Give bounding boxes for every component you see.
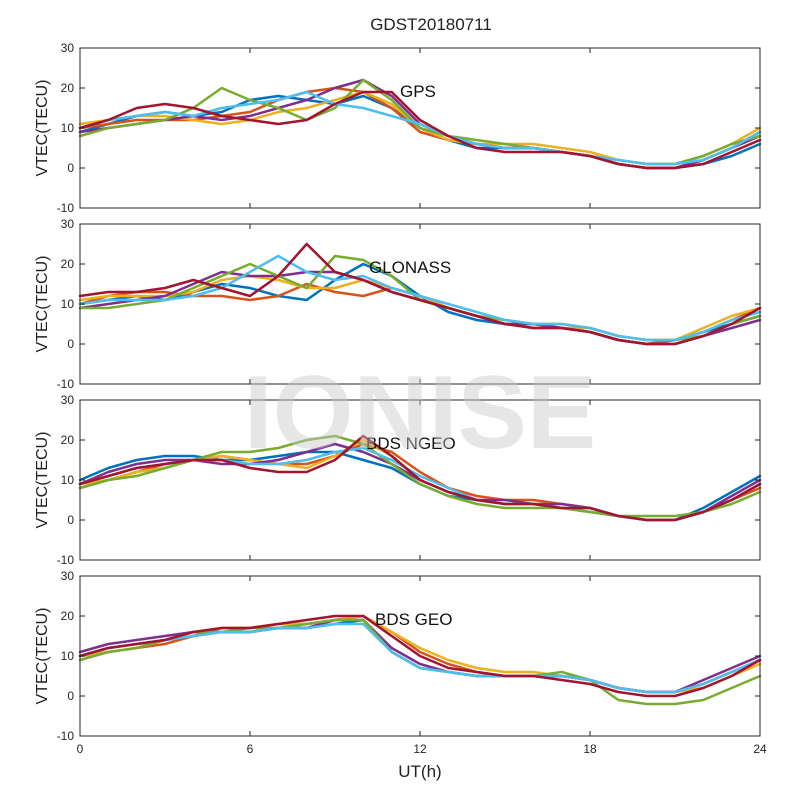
y-axis-label: VTEC(TECU) <box>34 608 51 705</box>
y-tick-label-3: 20 <box>61 433 75 447</box>
panel-2: -10 0 10 20 30 VTEC(TECU) BDS NGEO <box>34 393 762 567</box>
x-tick-label-2: 12 <box>413 742 427 756</box>
series-line-6 <box>78 242 762 346</box>
y-tick-label-0: -10 <box>57 729 75 743</box>
plot-area <box>80 224 760 384</box>
y-tick-label-4: 30 <box>61 217 75 231</box>
series-line-6 <box>78 434 762 522</box>
y-tick-label-3: 20 <box>61 609 75 623</box>
watermark: IONISE <box>244 355 597 471</box>
panel-label: GPS <box>400 82 436 101</box>
x-tick-label-4: 24 <box>753 742 767 756</box>
x-axis-label: UT(h) <box>398 762 441 781</box>
figure-title: GDST20180711 <box>370 15 492 34</box>
y-tick-label-1: 0 <box>67 337 74 351</box>
y-tick-label-1: 0 <box>67 513 74 527</box>
y-tick-label-3: 20 <box>61 257 75 271</box>
axes-frame <box>79 223 761 385</box>
series-line-5 <box>78 90 762 166</box>
panel-label: BDS NGEO <box>366 434 456 453</box>
x-tick-label-0: 0 <box>77 742 84 756</box>
y-tick-label-1: 0 <box>67 689 74 703</box>
x-tick-label-3: 18 <box>583 742 597 756</box>
panel-label: BDS GEO <box>375 610 452 629</box>
y-tick-label-2: 10 <box>61 297 75 311</box>
y-tick-label-0: -10 <box>57 377 75 391</box>
y-tick-label-0: -10 <box>57 553 75 567</box>
series-line-5 <box>78 622 762 694</box>
y-tick-label-4: 30 <box>61 41 75 55</box>
y-tick-label-2: 10 <box>61 473 75 487</box>
y-axis-label: VTEC(TECU) <box>34 256 51 353</box>
y-tick-label-1: 0 <box>67 161 74 175</box>
axes-frame <box>79 575 761 737</box>
y-tick-label-4: 30 <box>61 569 75 583</box>
y-tick-label-0: -10 <box>57 201 75 215</box>
y-axis-label: VTEC(TECU) <box>34 432 51 529</box>
y-tick-label-2: 10 <box>61 649 75 663</box>
y-axis-label: VTEC(TECU) <box>34 80 51 177</box>
series-line-5 <box>78 254 762 342</box>
panel-label: GLONASS <box>369 258 451 277</box>
y-tick-label-2: 10 <box>61 121 75 135</box>
panel-1: -10 0 10 20 30 VTEC(TECU) GLONASS <box>34 217 762 391</box>
axes-frame <box>79 399 761 561</box>
y-tick-label-4: 30 <box>61 393 75 407</box>
series-line-6 <box>78 614 762 698</box>
series-line-6 <box>78 90 762 170</box>
axes-frame <box>79 47 761 209</box>
panel-0: -10 0 10 20 30 VTEC(TECU) GPS <box>34 41 762 215</box>
x-tick-label-1: 6 <box>247 742 254 756</box>
y-tick-label-3: 20 <box>61 81 75 95</box>
